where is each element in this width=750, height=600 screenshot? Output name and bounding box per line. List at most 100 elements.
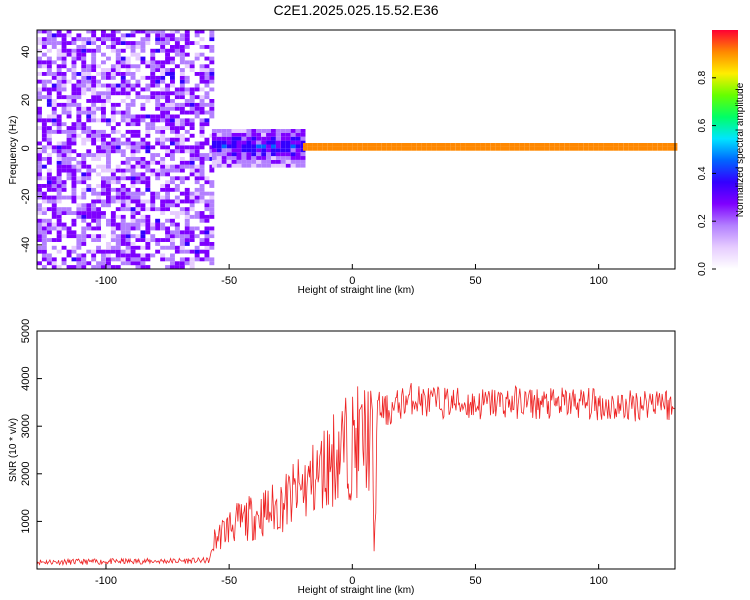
spectrogram-cell: [51, 102, 57, 107]
spectrogram-cell: [211, 129, 217, 133]
spectrogram-cell: [362, 146, 368, 151]
spectrogram-cell: [130, 172, 136, 177]
spectrogram-cell: [170, 222, 175, 227]
spectrogram-cell: [529, 146, 535, 151]
spectrogram-cell: [76, 52, 82, 57]
spectrogram-cell: [51, 261, 57, 266]
spectrogram-cell: [66, 102, 72, 107]
spectrogram-cell: [211, 144, 217, 149]
spectrogram-cell: [559, 143, 565, 147]
spectrogram-cell: [56, 184, 62, 188]
spectrogram-cell: [150, 68, 156, 72]
spectrogram-cell: [194, 176, 200, 181]
spectrogram-cell: [199, 45, 205, 49]
spectrogram-cell: [86, 184, 92, 188]
spectrogram-cell: [81, 211, 87, 215]
spectrogram-cell: [376, 143, 382, 147]
spectrogram-cell: [66, 249, 72, 254]
spectrogram-cell: [241, 144, 247, 149]
spectrogram-cell: [211, 152, 217, 157]
spectrogram-cell: [56, 191, 62, 196]
spectrogram-cell: [81, 203, 87, 208]
spectrogram-cell: [56, 48, 62, 53]
spectrogram-cell: [165, 191, 170, 196]
colorbar-tick-label: 0.4: [697, 166, 708, 180]
spectrogram-cell: [46, 172, 52, 177]
spectrogram-cell: [120, 176, 126, 181]
spectrogram-cell: [71, 122, 77, 127]
spectrogram-cell: [145, 199, 151, 204]
spectrogram-cell: [485, 143, 491, 147]
spectrogram-cell: [37, 87, 42, 92]
spectrogram-cell: [189, 203, 195, 208]
spectrogram-cell: [485, 146, 491, 151]
spectrogram-cell: [115, 234, 121, 239]
spectrogram-cell: [130, 245, 136, 250]
spectrogram-cell: [140, 41, 146, 45]
spectrogram-cell: [199, 238, 205, 242]
spectrogram-cell: [120, 118, 126, 123]
spectrogram-cell: [194, 106, 200, 111]
spectrogram-cell: [271, 132, 276, 137]
spectrogram-cell: [209, 242, 215, 246]
spectrogram-cell: [209, 99, 215, 103]
spectrogram-cell: [539, 143, 545, 147]
spectrogram-cell: [56, 249, 62, 254]
spectrogram-cell: [241, 152, 247, 157]
spectrogram-cell: [179, 33, 185, 38]
spectrogram-cell: [189, 207, 195, 212]
spectrogram-cell: [96, 172, 101, 177]
spectrogram-cell: [179, 72, 185, 76]
spectrogram-cell: [145, 226, 151, 231]
spectrogram-cell: [226, 136, 232, 141]
spectrogram-cell: [130, 141, 136, 146]
spectrogram-cell: [236, 163, 242, 168]
spectrogram-cell: [115, 68, 121, 72]
spectrogram-cell: [209, 48, 215, 53]
spectrogram-cell: [51, 195, 57, 200]
spectrogram-cell: [106, 45, 111, 49]
spectrogram-cell: [101, 41, 106, 45]
spectrogram-cell: [155, 226, 161, 231]
spectrogram-cell: [115, 226, 121, 231]
spectrogram-cell: [150, 95, 156, 100]
spectrogram-cell: [170, 102, 175, 107]
spectrogram-cell: [140, 37, 146, 42]
spectrogram-cell: [160, 160, 166, 165]
spectrogram-cell: [160, 87, 166, 92]
colorbar-tick-label: 0.2: [697, 214, 708, 228]
spectrogram-cell: [41, 253, 47, 258]
spectrogram-cell: [145, 187, 151, 192]
spectrogram-cell: [155, 83, 161, 88]
spectrogram-cell: [125, 145, 131, 150]
spectrogram-cell: [115, 180, 121, 185]
spectrogram-cell: [204, 199, 210, 204]
spectrogram-cell: [209, 114, 215, 119]
spectrogram-cell: [170, 118, 175, 123]
spectrogram-cell: [115, 187, 121, 192]
spectrogram-cell: [189, 238, 195, 242]
spectrogram-cell: [96, 64, 101, 69]
spectrogram-cell: [266, 129, 271, 133]
spectrogram-cell: [145, 29, 151, 34]
spectrogram-cell: [37, 249, 42, 254]
spectrogram-cell: [179, 133, 185, 138]
spectrogram-cell: [179, 261, 185, 266]
spectrogram-cell: [115, 257, 121, 262]
spectrogram-cell: [96, 261, 101, 266]
spectrogram-cell: [81, 129, 87, 134]
spectrogram-cell: [436, 146, 441, 151]
spectrogram-cell: [91, 187, 97, 192]
spectrogram-cell: [76, 87, 82, 92]
spectrogram-cell: [76, 33, 82, 38]
spectrogram-cell: [170, 29, 175, 34]
spectrogram-cell: [51, 257, 57, 262]
spectrogram-cell: [231, 140, 237, 145]
spectrogram-cell: [150, 195, 156, 200]
x-tick-label: -50: [221, 275, 237, 287]
spectrogram-cell: [140, 172, 146, 177]
spectrogram-cell: [66, 126, 72, 130]
spectrogram-cell: [71, 230, 77, 235]
spectrogram-cell: [91, 168, 97, 173]
spectrogram-cell: [155, 68, 161, 72]
